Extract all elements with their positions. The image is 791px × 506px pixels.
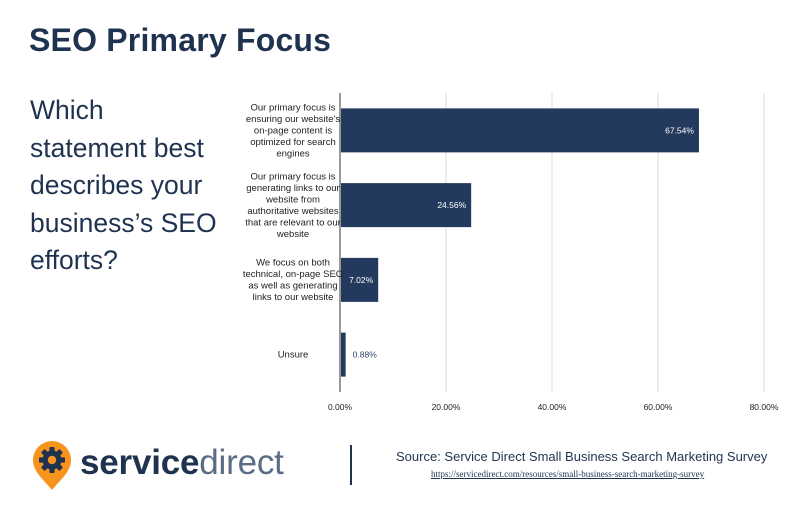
bars: 67.54% 24.56% 7.02% 0.88% [341, 108, 699, 377]
bar [341, 332, 346, 377]
x-axis-ticks: 0.00% 20.00% 40.00% 60.00% 80.00% [328, 402, 779, 412]
source-link[interactable]: https://servicedirect.com/resources/smal… [431, 469, 705, 479]
survey-question: Which statement best describes your busi… [30, 95, 217, 276]
x-tick-label: 40.00% [538, 402, 567, 412]
category-label: Our primary focus is generating links to … [245, 171, 341, 240]
data-label: 7.02% [349, 275, 374, 285]
brand-wordmark: servicedirect [80, 441, 284, 485]
brand-direct: direct [199, 443, 284, 482]
gear-pin-icon [33, 441, 71, 490]
x-tick-label: 60.00% [644, 402, 673, 412]
data-label: 67.54% [665, 125, 694, 135]
page-title: SEO Primary Focus [29, 22, 332, 58]
data-label: 0.88% [353, 350, 378, 360]
service-direct-logo-icon [33, 441, 71, 490]
footer-divider [350, 445, 352, 485]
bar [341, 108, 699, 153]
bar [341, 257, 379, 302]
brand-service: service [80, 443, 200, 482]
x-tick-label: 80.00% [750, 402, 779, 412]
category-label: We focus on both technical, on-page SEO as… [243, 258, 343, 304]
bar [341, 183, 472, 228]
data-label: 24.56% [437, 200, 466, 210]
category-labels: Our primary focus is ensuring our website… [243, 102, 343, 360]
x-tick-label: 0.00% [328, 402, 353, 412]
category-label: Unsure [278, 350, 309, 361]
source-text: Source: Service Direct Small Business Se… [396, 449, 768, 464]
category-label: Our primary focus is ensuring our website… [246, 102, 340, 159]
x-tick-label: 20.00% [432, 402, 461, 412]
